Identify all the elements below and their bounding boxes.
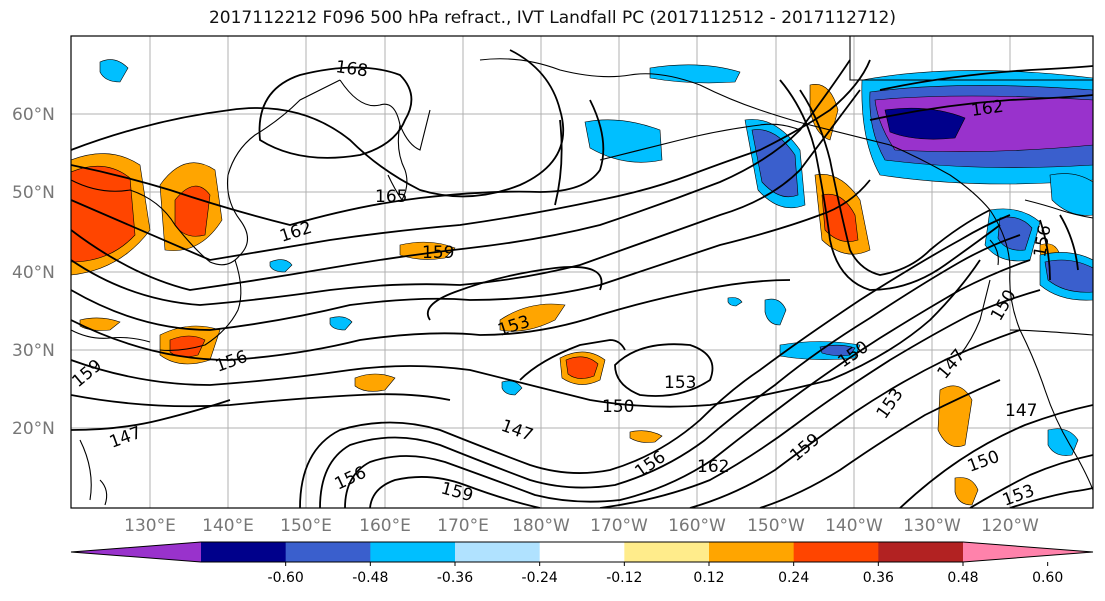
colorbar-segment xyxy=(624,542,710,562)
colorbar-segment xyxy=(285,542,371,562)
colorbar-segment xyxy=(793,542,879,562)
lon-label: 140°E xyxy=(202,516,254,536)
contour-label: 168 xyxy=(334,57,369,81)
colorbar-segment xyxy=(201,542,287,562)
map-panel: 168 165 162 159 153 159 156 153 150 147 … xyxy=(71,36,1093,508)
colorbar-outline xyxy=(70,541,1094,563)
colorbar-tick-label: 0.48 xyxy=(947,570,978,586)
contour-south-u2 xyxy=(319,234,1021,508)
colorbar-tick-label: -0.24 xyxy=(522,570,558,586)
contour-147-south xyxy=(71,399,231,431)
colorbar-tick-label: 0.36 xyxy=(863,570,894,586)
coast-kamchatka xyxy=(387,124,408,202)
lat-label: 60°N xyxy=(12,105,55,125)
colorbar-tick-label: 0.60 xyxy=(1032,570,1063,586)
contour-159-north xyxy=(71,59,871,261)
contour-150 xyxy=(71,179,871,331)
contour-label: 162 xyxy=(970,97,1005,121)
lat-label: 30°N xyxy=(12,341,55,361)
lon-label: 170°W xyxy=(590,516,648,536)
lon-label: 160°W xyxy=(668,516,726,536)
contour-147-north xyxy=(71,279,791,361)
contours xyxy=(71,49,1093,508)
contour-alaska-162 xyxy=(869,94,1093,121)
lon-label: 170°E xyxy=(437,516,489,536)
coast-alaska xyxy=(479,58,811,126)
lon-label: 120°W xyxy=(981,516,1039,536)
contour-label: 159 xyxy=(422,243,454,263)
contour-153 xyxy=(71,89,861,306)
contour-156 xyxy=(71,59,851,291)
lon-label: 180°W xyxy=(512,516,570,536)
lat-label: 40°N xyxy=(12,263,55,283)
colorbar-tick-label: 0.12 xyxy=(693,570,724,586)
colorbar-segment xyxy=(709,542,795,562)
colorbar-tick-label: -0.36 xyxy=(437,570,473,586)
contour-label: 165 xyxy=(375,187,407,207)
colorbar-tick-label: -0.60 xyxy=(268,570,304,586)
contour-label: 153 xyxy=(664,373,696,393)
contour-162 xyxy=(71,99,605,226)
lon-labels: 130°E 140°E 150°E 160°E 170°E 180°W 170°… xyxy=(124,516,1039,536)
colorbar-segment xyxy=(878,542,964,562)
colorbar-segment xyxy=(370,542,456,562)
contour-165 xyxy=(71,49,565,198)
colorbar-tick-label: 0.24 xyxy=(778,570,809,586)
contour-label: 162 xyxy=(697,457,729,477)
contour-label: 150 xyxy=(602,397,634,417)
map-border xyxy=(70,35,1094,509)
lon-label: 140°W xyxy=(825,516,883,536)
colorbar-segment xyxy=(963,542,1093,562)
contour-south-u3 xyxy=(344,259,1031,508)
contour-south-u1 xyxy=(299,214,1011,508)
colorbar-tick-label: -0.12 xyxy=(606,570,642,586)
contour-label: 147 xyxy=(1005,401,1037,421)
lat-labels: 60°N 50°N 40°N 30°N 20°N xyxy=(12,105,55,439)
colorbar-segment xyxy=(71,542,201,562)
contour-loop-150 xyxy=(519,339,626,381)
coast-east-asia xyxy=(71,79,341,266)
coast-aleutians xyxy=(599,123,801,161)
coast-gulf-alaska xyxy=(809,124,991,211)
lat-label: 20°N xyxy=(12,419,55,439)
colorbar: -0.60 -0.48 -0.36 -0.24 -0.12 0.12 0.24 0.36 0.4… xyxy=(70,541,1094,586)
colorbar-segment xyxy=(455,542,541,562)
lon-label: 150°E xyxy=(280,516,332,536)
lon-label: 160°E xyxy=(359,516,411,536)
coast-west-na xyxy=(989,209,1093,491)
colorbar-segment xyxy=(539,542,625,562)
lon-label: 130°E xyxy=(124,516,176,536)
lon-label: 130°W xyxy=(903,516,961,536)
colorbar-tick-label: -0.48 xyxy=(352,570,388,586)
page-title: 2017112212 F096 500 hPa refract., IVT La… xyxy=(208,8,896,28)
contour-loop-153 xyxy=(614,343,714,397)
lat-label: 50°N xyxy=(12,183,55,203)
contour-168 xyxy=(258,66,413,159)
contour-south-u4 xyxy=(369,476,541,508)
lon-label: 150°W xyxy=(747,516,805,536)
